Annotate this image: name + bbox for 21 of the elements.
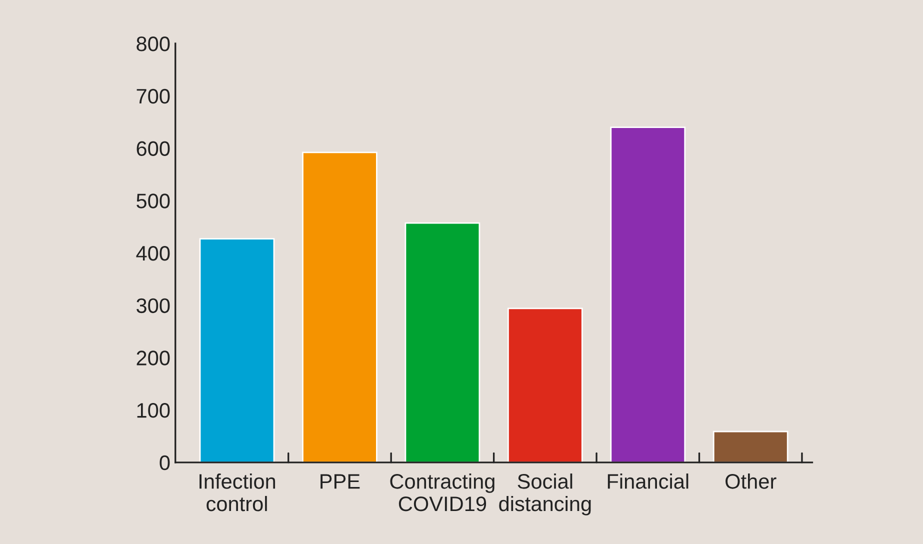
y-tick-label: 800 (136, 36, 170, 52)
y-tick-label: 500 (136, 194, 170, 208)
bar (199, 238, 275, 462)
bar (507, 308, 583, 462)
x-tick-label: Infection control (200, 474, 276, 512)
x-tick-label: Contracting COVID19 (390, 474, 494, 512)
y-tick-label: 300 (136, 298, 170, 314)
x-tick-label: Other (726, 474, 776, 489)
y-tick-label: 200 (136, 350, 170, 366)
y-tick-label: 0 (160, 455, 170, 470)
bar (712, 430, 788, 462)
x-tick-label: PPE (320, 474, 360, 489)
x-tick-label: Social distancing (499, 474, 591, 516)
bar (610, 126, 686, 462)
y-tick-label: 600 (136, 141, 170, 156)
bar (302, 152, 378, 462)
x-tick-label: Financial (608, 474, 688, 489)
y-tick-label: 400 (136, 246, 170, 261)
y-tick-label: 100 (137, 403, 170, 418)
bar (404, 222, 480, 462)
y-tick-label: 700 (136, 88, 170, 104)
